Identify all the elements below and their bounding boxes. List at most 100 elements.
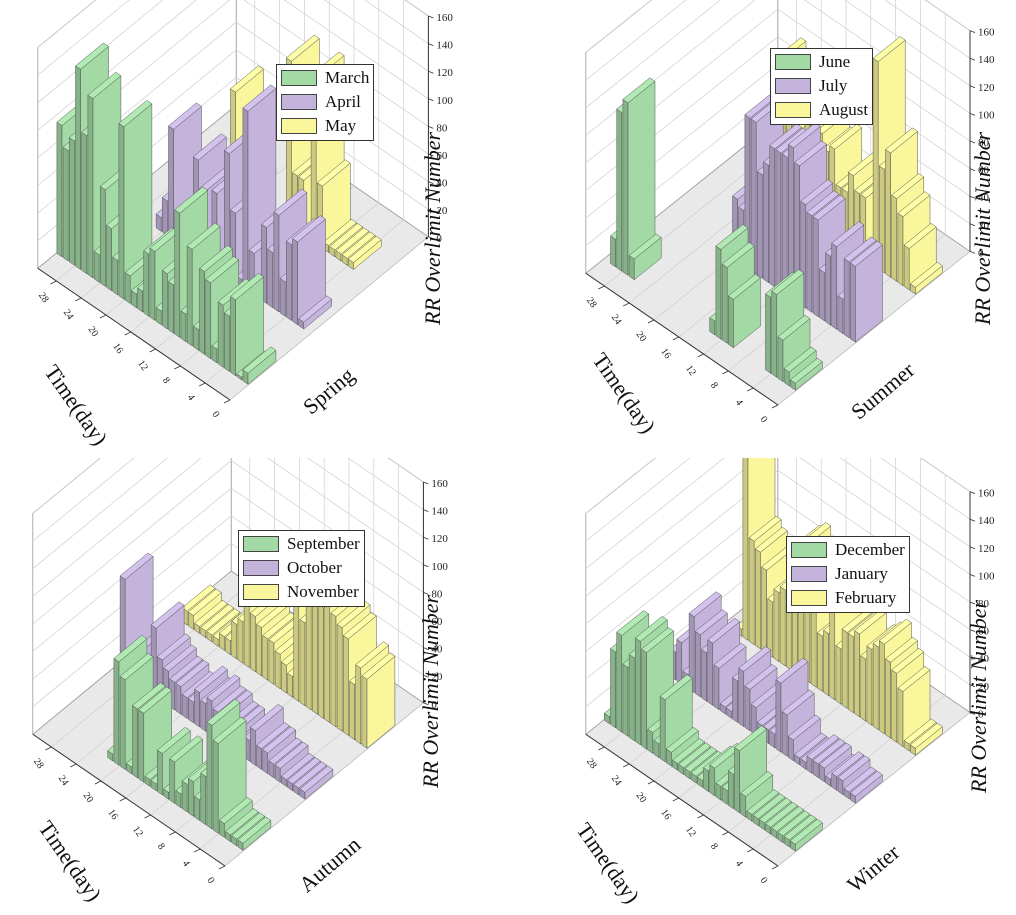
- bar-face: [231, 620, 238, 660]
- bar-face: [748, 537, 755, 646]
- bar-face: [287, 672, 293, 698]
- grid-line: [585, 0, 971, 108]
- day-tick-label: 0: [758, 875, 770, 885]
- z-tick-label: 0: [978, 247, 984, 259]
- bar-face: [794, 140, 828, 167]
- bar-face: [299, 619, 306, 707]
- bar-face: [336, 600, 371, 629]
- bar-face: [188, 777, 194, 817]
- bar-face: [891, 173, 925, 199]
- z-tick-label: 100: [436, 95, 453, 107]
- chart-bar: [361, 652, 396, 749]
- legend-swatch-yellow: [791, 590, 827, 606]
- bar-face: [242, 84, 277, 112]
- bar-face: [168, 125, 174, 241]
- bar-face: [672, 738, 706, 764]
- bar-face: [162, 197, 168, 236]
- bar-face: [224, 312, 230, 372]
- day-tick-label: 4: [185, 392, 197, 402]
- bar-face: [205, 256, 240, 284]
- bar-face: [292, 238, 298, 326]
- day-tick: [771, 404, 779, 409]
- bar-face: [181, 780, 188, 813]
- bar-face: [758, 797, 792, 824]
- day-axis-line: [585, 733, 779, 867]
- bar-face: [250, 726, 256, 766]
- grid-line: [32, 458, 424, 514]
- z-tick-label: 20: [978, 220, 990, 232]
- day-tick: [697, 814, 704, 819]
- day-tick-label: 16: [658, 346, 673, 361]
- bar-face: [194, 688, 200, 728]
- day-tick: [697, 353, 704, 358]
- day-tick: [647, 780, 655, 785]
- legend-item: July: [775, 74, 868, 98]
- day-tick-label: 28: [36, 290, 51, 305]
- bar-face: [199, 244, 233, 273]
- bar-face: [903, 244, 910, 291]
- bar-face: [87, 71, 122, 99]
- bar-face: [715, 245, 722, 340]
- bar-face: [285, 34, 320, 62]
- bar-face: [343, 634, 349, 736]
- chart-svg: 0 20 40 60 80 100 120 140 160 0 4 8 12 16 20 24 28: [36, 0, 453, 420]
- z-tick-label: 20: [978, 681, 990, 693]
- z-tick-label: 160: [978, 488, 995, 500]
- bar-face: [728, 770, 734, 810]
- bar-face: [349, 680, 355, 741]
- bar-face: [281, 661, 287, 694]
- bar-face: [695, 630, 701, 698]
- chart-bar: [242, 346, 277, 385]
- z-tick: [428, 43, 434, 46]
- legend-swatch-green: [775, 54, 811, 70]
- bar-face: [703, 767, 709, 793]
- bar-face: [849, 240, 883, 267]
- bar-face: [777, 314, 811, 341]
- chart-legend: December January February: [786, 536, 910, 613]
- z-tick: [969, 168, 976, 171]
- bar-face: [262, 749, 269, 775]
- day-tick-label: 20: [81, 790, 96, 805]
- chart-bar: [727, 273, 761, 349]
- bar-face: [825, 252, 831, 326]
- bar-face: [810, 600, 817, 688]
- bar-face: [878, 618, 912, 645]
- bar-face: [205, 278, 212, 360]
- z-tick-label: 160: [978, 27, 995, 39]
- bar-face: [850, 262, 856, 343]
- bar-face: [837, 755, 871, 782]
- legend-item: June: [775, 50, 868, 74]
- day-tick: [771, 865, 779, 870]
- z-tick: [969, 140, 976, 144]
- bar-face: [218, 796, 253, 825]
- bar-face: [112, 256, 119, 296]
- bar-face: [903, 223, 937, 249]
- bar-face: [647, 728, 654, 754]
- bar-face: [206, 721, 213, 830]
- bar-face: [765, 801, 799, 828]
- bar-face: [754, 526, 788, 553]
- z-tick-label: 100: [431, 561, 448, 573]
- bar-face: [361, 675, 368, 749]
- chart-bar: [230, 273, 264, 377]
- bar-face: [903, 718, 937, 745]
- bar-face: [872, 36, 906, 63]
- z-tick: [428, 236, 434, 240]
- bar-face: [100, 185, 106, 287]
- bar-face: [230, 273, 264, 301]
- bar-face: [622, 77, 656, 104]
- bar-face: [329, 223, 364, 251]
- bar-face: [206, 608, 241, 636]
- day-tick-label: 20: [634, 329, 649, 344]
- bar-face: [610, 235, 616, 268]
- z-tick-label: 100: [978, 570, 995, 582]
- chart-panel-summer: 0 20 40 60 80 100 120 140 160 0 4 8 12 16 20 24 28 June …: [508, 0, 1016, 457]
- bar-face: [299, 765, 334, 793]
- z-tick: [969, 574, 976, 577]
- bar-face: [342, 612, 377, 640]
- bar-face: [324, 601, 331, 724]
- bar-face: [156, 633, 191, 661]
- day-tick-label: 12: [135, 358, 150, 373]
- chart-bar: [292, 215, 326, 326]
- day-tick: [747, 387, 754, 392]
